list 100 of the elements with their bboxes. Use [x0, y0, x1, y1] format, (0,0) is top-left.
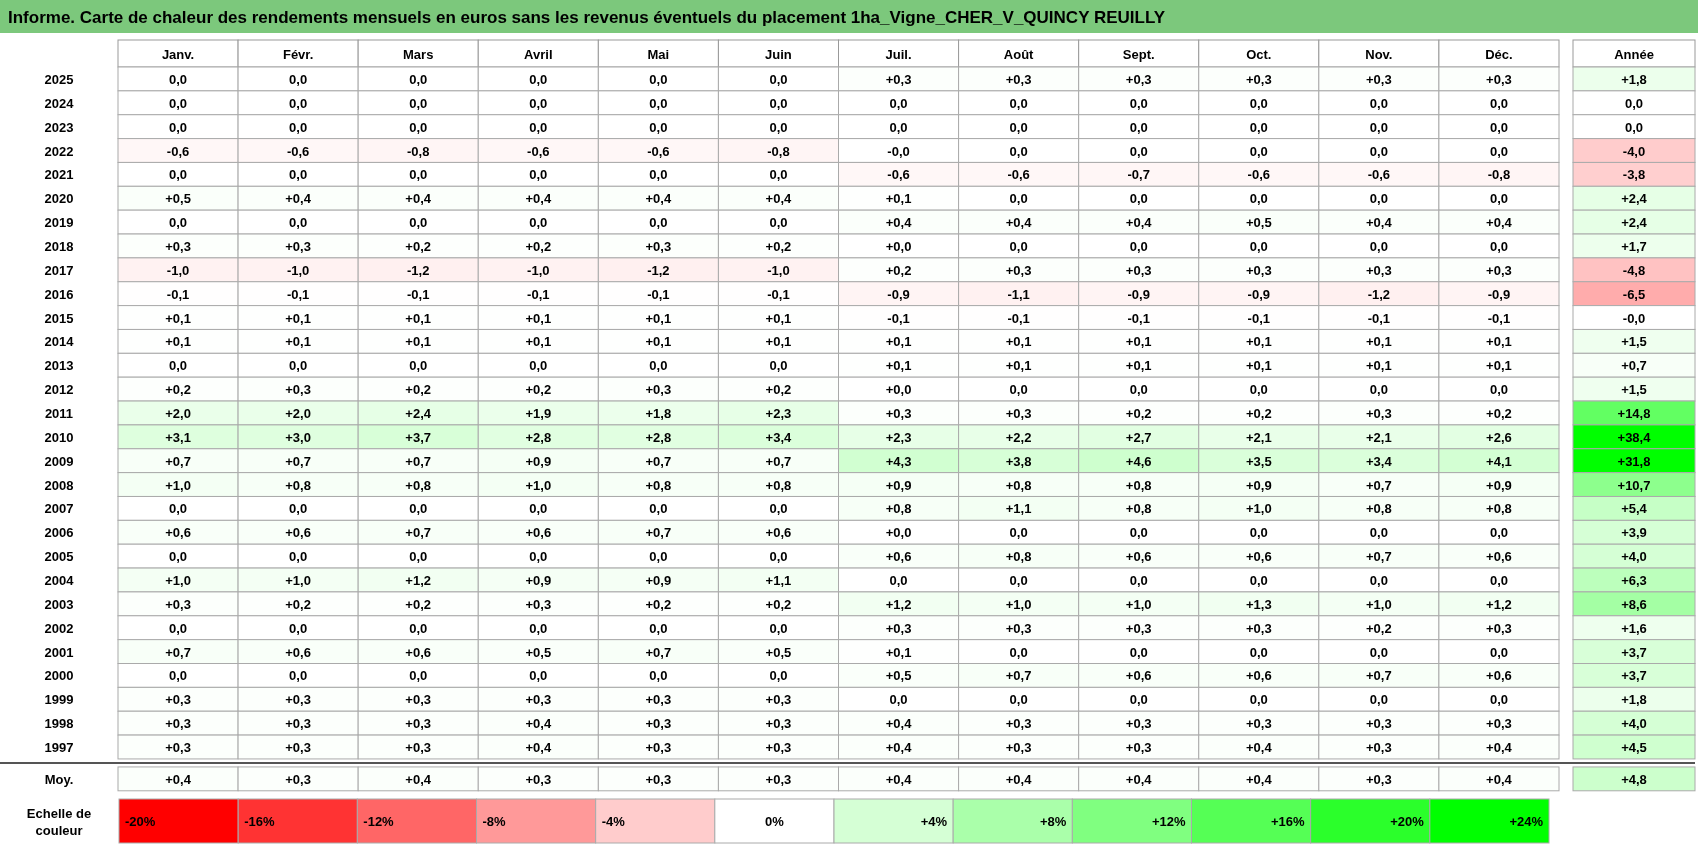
- data-label: 0,0: [529, 501, 548, 517]
- data-label: +4%: [920, 814, 948, 829]
- data-label: +0,4: [285, 191, 312, 207]
- data-label: -1,2: [647, 262, 670, 278]
- y-tick-label: 2015: [44, 310, 74, 326]
- data-label: +0,1: [1125, 334, 1152, 350]
- data-label: +0,9: [1245, 477, 1272, 493]
- y-tick-label: Moy.: [44, 771, 74, 787]
- data-label: -0,1: [407, 286, 430, 302]
- data-label: 0,0: [529, 620, 548, 636]
- data-label: -6,5: [1622, 286, 1646, 302]
- data-label: +2,4: [405, 405, 432, 421]
- data-label: +0,6: [285, 644, 311, 660]
- data-label: 0,0: [1129, 572, 1148, 588]
- data-label: 0,0: [1129, 191, 1148, 207]
- data-label: +0,6: [885, 549, 912, 565]
- data-label: 0,0: [529, 71, 548, 87]
- data-label: +0,3: [1125, 716, 1152, 732]
- data-label: 0,0: [169, 549, 188, 565]
- data-label: +4,1: [1486, 453, 1512, 469]
- data-label: +10,7: [1617, 477, 1651, 493]
- data-label: 0,0: [409, 668, 428, 684]
- data-label: +0,3: [525, 771, 552, 787]
- data-label: 0,0: [169, 668, 188, 684]
- data-label: +1,0: [1245, 501, 1272, 517]
- data-label: +0,3: [1366, 405, 1392, 421]
- data-label: +0,3: [165, 692, 191, 708]
- data-label: +0,8: [1005, 477, 1032, 493]
- data-label: -0,1: [286, 286, 310, 302]
- data-label: -0,1: [1487, 310, 1511, 326]
- data-label: +0,2: [1486, 405, 1512, 421]
- data-label: +3,4: [1366, 453, 1393, 469]
- data-label: +0,4: [885, 771, 913, 787]
- data-label: 0,0: [1624, 119, 1644, 135]
- data-label: +0,4: [885, 740, 913, 756]
- data-label: +0,1: [885, 191, 912, 207]
- data-label: +0,3: [1245, 620, 1272, 636]
- x-tick-label: Sept.: [1122, 46, 1155, 62]
- data-label: 0,0: [1009, 525, 1028, 541]
- y-tick-label: 2000: [44, 668, 74, 684]
- data-label: +16%: [1271, 814, 1306, 829]
- data-label: 0,0: [1009, 382, 1028, 398]
- y-tick-label: 1998: [44, 716, 74, 732]
- data-label: 0,0: [1369, 95, 1388, 111]
- data-label: +0,2: [285, 596, 311, 612]
- data-label: +0,7: [645, 525, 672, 541]
- data-label: 0,0: [1249, 143, 1268, 159]
- data-label: 0,0: [409, 95, 428, 111]
- data-label: +0,6: [405, 644, 432, 660]
- data-label: +2,4: [1621, 215, 1648, 231]
- data-label: 0,0: [769, 358, 788, 374]
- data-label: 0,0: [529, 215, 548, 231]
- data-label: +1,9: [525, 405, 552, 421]
- y-tick-label: 2020: [44, 191, 74, 207]
- data-label: -1,0: [767, 262, 790, 278]
- chart-title: Informe. Carte de chaleur des rendements mensuels en euros sans les revenus éventuels du placement 1ha_Vigne_CHER_V_QUINCY REUILLY: [8, 8, 1166, 27]
- data-label: +0,3: [165, 740, 191, 756]
- data-label: -0,1: [527, 286, 550, 302]
- data-label: 0,0: [289, 501, 308, 517]
- data-label: 0,0: [1129, 644, 1148, 660]
- data-label: +0,3: [1366, 771, 1392, 787]
- data-label: +0,1: [525, 334, 552, 350]
- data-label: +3,1: [165, 429, 191, 445]
- x-tick-label: Févr.: [282, 46, 314, 62]
- data-label: +1,1: [1005, 501, 1032, 517]
- data-label: +0,3: [1005, 716, 1032, 732]
- data-label: -1,2: [1367, 286, 1391, 302]
- data-label: 0,0: [1489, 238, 1508, 254]
- data-label: +4,6: [1125, 453, 1152, 469]
- data-label: -0,6: [286, 143, 310, 159]
- data-label: +0,1: [885, 334, 912, 350]
- data-label: 0,0: [1009, 692, 1028, 708]
- data-label: +0,3: [285, 382, 311, 398]
- data-label: 0,0: [889, 692, 908, 708]
- y-tick-label: 2024: [44, 95, 75, 111]
- data-label: -1,1: [1007, 286, 1030, 302]
- data-label: +0,3: [285, 740, 311, 756]
- y-tick-label: Echelle de couleur: [26, 806, 92, 838]
- data-label: 0,0: [1009, 238, 1028, 254]
- y-tick-label: 2018: [44, 238, 74, 254]
- data-label: +2,8: [645, 429, 672, 445]
- data-label: +0,3: [885, 71, 912, 87]
- data-label: +0,6: [525, 525, 552, 541]
- data-label: +0,3: [165, 596, 191, 612]
- y-tick-label: 2021: [44, 167, 74, 183]
- data-label: +0,4: [1245, 771, 1273, 787]
- data-label: +0,2: [525, 382, 552, 398]
- data-label: +0,3: [885, 405, 912, 421]
- data-label: +0,3: [1005, 405, 1032, 421]
- data-label: 0,0: [1249, 692, 1268, 708]
- data-label: -0,8: [407, 143, 430, 159]
- data-label: +1,2: [885, 596, 912, 612]
- data-label: +0,2: [765, 238, 792, 254]
- data-label: +0,1: [1366, 334, 1392, 350]
- data-label: +0,1: [1005, 334, 1032, 350]
- data-label: +0,5: [165, 191, 191, 207]
- data-label: +4,3: [885, 453, 912, 469]
- data-label: 0,0: [1129, 143, 1148, 159]
- data-label: 0,0: [409, 71, 428, 87]
- data-label: +2,0: [165, 405, 191, 421]
